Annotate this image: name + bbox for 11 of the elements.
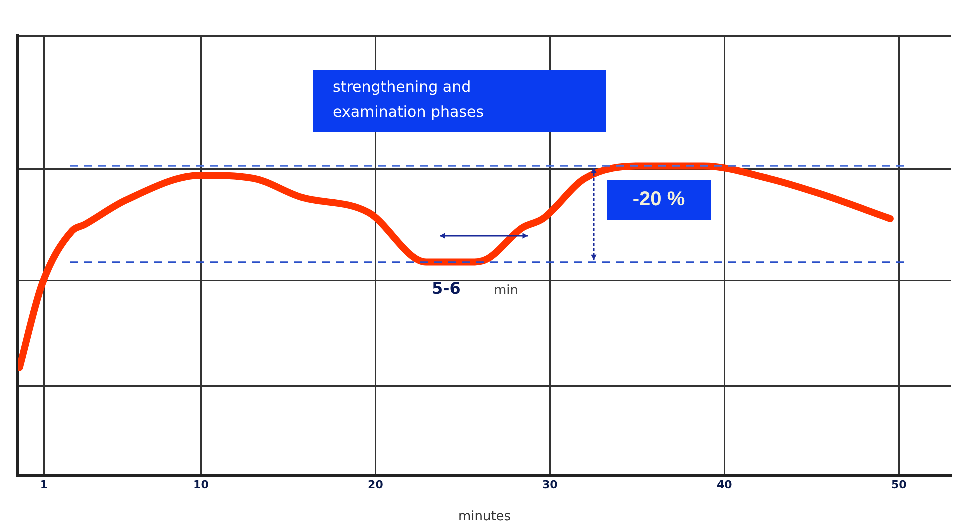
x-tick-label: 40: [717, 478, 733, 492]
annotation: -20 %: [632, 188, 686, 211]
annotation: 5-6: [432, 279, 461, 298]
x-tick-label: 10: [194, 478, 210, 492]
text: strengthening and examination phases: [333, 78, 484, 121]
annotation: min: [494, 283, 519, 298]
x-tick-label: 1: [40, 478, 48, 492]
x-tick-label: 30: [542, 478, 558, 492]
x-tick-label: 50: [892, 478, 908, 492]
x-tick-label: 20: [368, 478, 384, 492]
x-axis-title: minutes: [458, 510, 512, 525]
